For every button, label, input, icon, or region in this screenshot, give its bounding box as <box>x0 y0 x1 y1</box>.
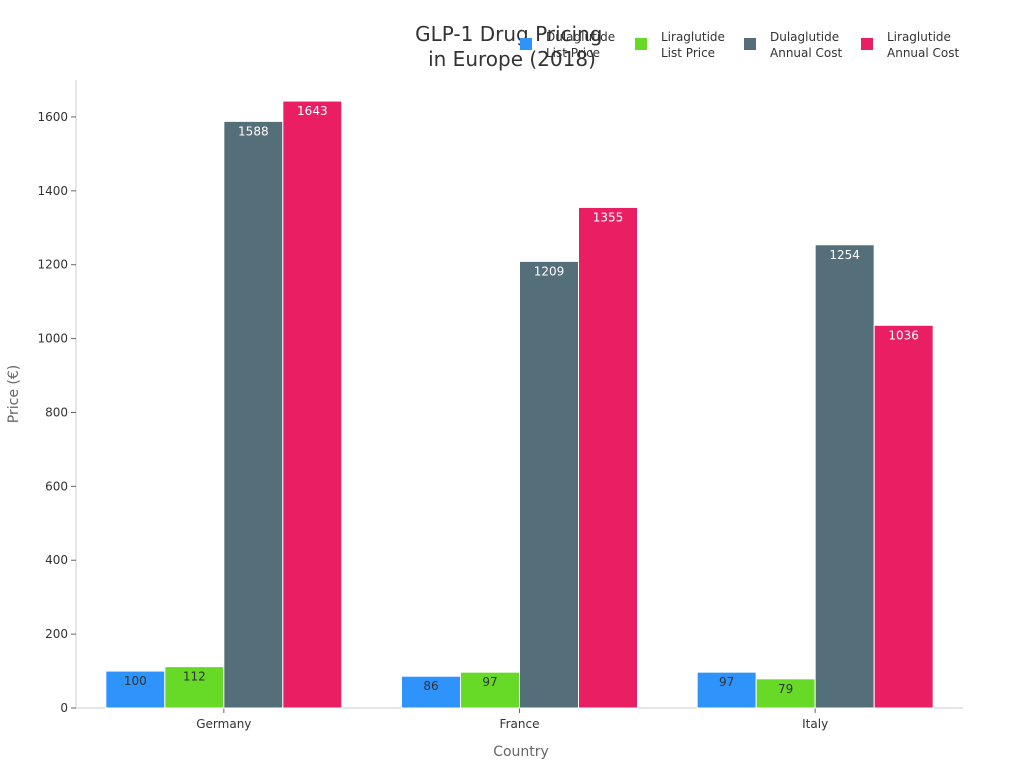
data-label: 1588 <box>238 124 269 138</box>
bar <box>755 678 816 709</box>
data-label: 1355 <box>593 210 624 224</box>
legend-swatch <box>861 38 873 50</box>
y-tick-label: 200 <box>45 627 68 641</box>
legend: Dulaglutide List Price Liraglutide List Pri… <box>520 30 960 60</box>
data-label: 112 <box>183 670 206 684</box>
legend-label: List Price <box>546 46 600 60</box>
chart-title: GLP-1 Drug Pricing in Europe (2018) <box>415 22 609 71</box>
bar <box>401 675 461 709</box>
data-label: 1643 <box>297 104 328 118</box>
chart-title-line-2: in Europe (2018) <box>428 47 596 71</box>
legend-item[interactable]: Dulaglutide Annual Cost <box>744 30 843 60</box>
x-tick-label: Italy <box>802 717 828 731</box>
bar <box>873 324 934 709</box>
legend-label: Liraglutide <box>661 30 725 44</box>
y-tick-label: 1000 <box>37 332 68 346</box>
bar <box>814 244 875 709</box>
bar <box>578 206 638 709</box>
x-axis-title: Country <box>493 744 549 760</box>
data-label: 1254 <box>829 248 860 262</box>
legend-item[interactable]: Liraglutide List Price <box>635 30 725 60</box>
legend-label: Annual Cost <box>887 46 960 60</box>
data-label: 97 <box>719 675 734 689</box>
legend-swatch <box>635 38 647 50</box>
bar <box>460 671 520 709</box>
y-tick-label: 1600 <box>37 110 68 124</box>
legend-item[interactable]: Dulaglutide List Price <box>520 30 615 60</box>
data-labels: 100 86 97 112 97 79 1588 1209 1254 1643 1355 1036 <box>124 104 919 696</box>
legend-label: Dulaglutide <box>546 30 615 44</box>
data-label: 1036 <box>888 328 919 342</box>
legend-swatch <box>744 38 756 50</box>
data-label: 1209 <box>534 264 565 278</box>
x-tick-label: Germany <box>196 717 251 731</box>
bar <box>164 666 225 709</box>
y-axis-title: Price (€) <box>6 365 22 423</box>
bar <box>519 260 579 709</box>
y-tick-label: 400 <box>45 553 68 567</box>
legend-swatch <box>520 38 532 50</box>
legend-label: Dulaglutide <box>770 30 839 44</box>
legend-label: List Price <box>661 46 715 60</box>
bar <box>105 670 166 709</box>
bar <box>223 120 284 709</box>
axes: 0 200 400 600 800 1000 1200 1400 1600 Germany Fran… <box>37 80 963 731</box>
data-label: 97 <box>482 675 497 689</box>
y-tick-label: 0 <box>60 701 68 715</box>
data-label: 86 <box>423 679 438 693</box>
legend-label: Liraglutide <box>887 30 951 44</box>
bars <box>105 100 934 709</box>
legend-label: Annual Cost <box>770 46 843 60</box>
y-tick-label: 800 <box>45 405 68 419</box>
y-tick-label: 1200 <box>37 258 68 272</box>
data-label: 79 <box>778 682 793 696</box>
chart-title-line-1: GLP-1 Drug Pricing <box>415 22 602 46</box>
x-tick-label: France <box>500 717 540 731</box>
y-tick-label: 1400 <box>37 184 68 198</box>
legend-item[interactable]: Liraglutide Annual Cost <box>861 30 960 60</box>
data-label: 100 <box>124 674 147 688</box>
bar <box>282 100 343 709</box>
y-tick-label: 600 <box>45 479 68 493</box>
